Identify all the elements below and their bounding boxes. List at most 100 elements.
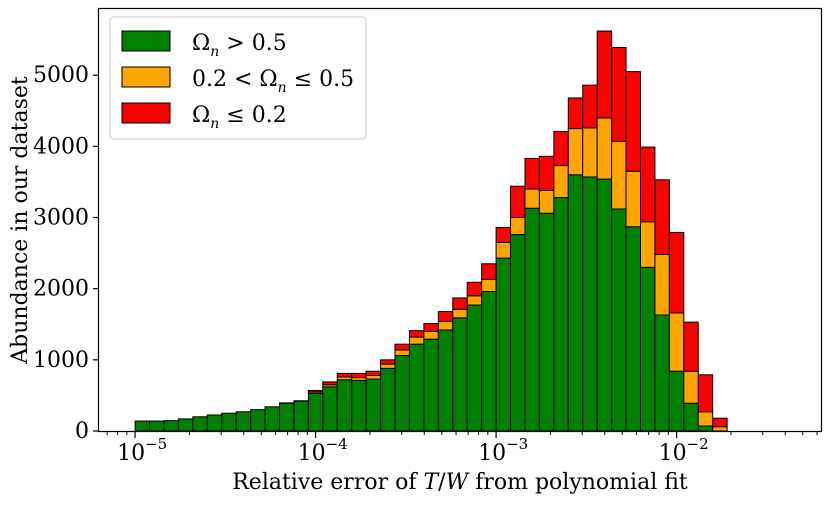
legend: Ωn > 0.5 0.2 < Ωn ≤ 0.5 Ωn ≤ 0.2 xyxy=(110,17,366,139)
bar-s1-bin39 xyxy=(698,412,712,426)
bar-s1-bin19 xyxy=(409,337,423,344)
x-tick-exponent-2: −3 xyxy=(506,435,528,453)
bar-s0-bin23 xyxy=(467,305,481,431)
legend-swatch-1 xyxy=(122,67,170,87)
bar-s0-bin36 xyxy=(655,315,669,431)
bar-s2-bin19 xyxy=(409,331,423,337)
legend-label-0: Ωn > 0.5 xyxy=(192,31,287,60)
legend-label-1: 0.2 < Ωn ≤ 0.5 xyxy=(192,67,354,96)
bar-s0-bin8 xyxy=(251,410,265,431)
bar-s1-bin22 xyxy=(453,309,467,318)
x-tick-label-0: 10 xyxy=(117,441,145,466)
bar-s0-bin25 xyxy=(496,258,510,431)
bar-s1-bin37 xyxy=(669,313,683,371)
bar-s1-bin18 xyxy=(395,350,409,356)
bar-s0-bin22 xyxy=(453,318,467,431)
bar-s1-bin29 xyxy=(554,166,568,198)
y-tick-label-5: 5000 xyxy=(33,63,89,88)
bar-s2-bin15 xyxy=(352,373,366,377)
bar-s0-bin39 xyxy=(698,426,712,431)
bar-s0-bin12 xyxy=(308,393,322,431)
bar-s0-bin2 xyxy=(164,421,178,431)
bar-s1-bin38 xyxy=(684,371,698,403)
bar-s2-bin37 xyxy=(669,232,683,312)
bar-s2-bin39 xyxy=(698,375,712,412)
x-tick-exponent-1: −4 xyxy=(326,435,348,453)
bar-s0-bin9 xyxy=(265,407,279,431)
y-tick-label-1: 1000 xyxy=(33,348,89,373)
bar-s2-bin18 xyxy=(395,344,409,350)
y-tick-label-4: 4000 xyxy=(33,134,89,159)
legend-swatch-2 xyxy=(122,103,170,123)
bar-s0-bin14 xyxy=(337,380,351,431)
bar-s0-bin28 xyxy=(539,213,553,431)
bar-s2-bin24 xyxy=(482,264,496,280)
bar-s2-bin40 xyxy=(713,418,727,427)
bar-s0-bin32 xyxy=(597,179,611,431)
bar-s1-bin26 xyxy=(511,218,525,235)
bar-s0-bin30 xyxy=(568,175,582,431)
bar-s1-bin25 xyxy=(496,242,510,258)
bar-s2-bin25 xyxy=(496,227,510,242)
bar-s2-bin13 xyxy=(323,382,337,385)
bar-s0-bin21 xyxy=(438,330,452,431)
y-tick-label-0: 0 xyxy=(75,419,89,444)
bar-s0-bin1 xyxy=(150,421,164,431)
bar-s0-bin15 xyxy=(352,380,366,431)
x-tick-label-2: 10 xyxy=(478,441,506,466)
bar-s0-bin11 xyxy=(294,401,308,431)
bar-s2-bin28 xyxy=(539,156,553,190)
bar-s1-bin21 xyxy=(438,321,452,330)
x-tick-exponent-0: −5 xyxy=(145,435,167,453)
bar-s0-bin38 xyxy=(684,403,698,431)
bar-s0-bin17 xyxy=(381,368,395,431)
bar-s2-bin31 xyxy=(583,85,597,128)
bar-s1-bin31 xyxy=(583,128,597,177)
bar-s0-bin26 xyxy=(511,235,525,431)
bar-s0-bin0 xyxy=(135,421,149,431)
bar-s0-bin5 xyxy=(207,415,221,431)
bar-s1-bin24 xyxy=(482,279,496,291)
bar-s1-bin32 xyxy=(597,118,611,179)
bar-s2-bin16 xyxy=(366,371,380,375)
bar-s0-bin33 xyxy=(612,209,626,431)
bar-s1-bin16 xyxy=(366,375,380,379)
bar-s0-bin20 xyxy=(424,339,438,431)
bar-s1-bin23 xyxy=(467,296,481,305)
bar-s1-bin27 xyxy=(525,189,539,208)
bar-s2-bin33 xyxy=(612,47,626,141)
bar-s0-bin29 xyxy=(554,198,568,431)
bar-s2-bin26 xyxy=(511,186,525,217)
bar-s0-bin13 xyxy=(323,387,337,431)
bar-s2-bin22 xyxy=(453,298,467,309)
bar-s0-bin4 xyxy=(193,417,207,431)
bar-s1-bin36 xyxy=(655,255,669,315)
x-tick-exponent-3: −2 xyxy=(687,435,709,453)
bar-s2-bin12 xyxy=(308,390,322,391)
y-axis-label: Abundance in our dataset xyxy=(8,76,33,365)
bar-s2-bin23 xyxy=(467,282,481,296)
bar-s0-bin35 xyxy=(640,267,654,431)
y-tick-label-3: 3000 xyxy=(33,206,89,231)
bar-s0-bin6 xyxy=(222,413,236,431)
bar-s2-bin17 xyxy=(381,360,395,364)
bar-s1-bin28 xyxy=(539,190,553,213)
bar-s2-bin36 xyxy=(655,180,669,255)
y-tick-label-2: 2000 xyxy=(33,277,89,302)
legend-swatch-0 xyxy=(122,31,170,51)
bar-s1-bin35 xyxy=(640,222,654,268)
bar-s0-bin19 xyxy=(409,344,423,431)
bar-s1-bin20 xyxy=(424,331,438,339)
legend-label-2: Ωn ≤ 0.2 xyxy=(192,103,287,132)
bar-s0-bin24 xyxy=(482,292,496,431)
bar-s1-bin33 xyxy=(612,141,626,209)
bar-s2-bin29 xyxy=(554,131,568,165)
bar-s2-bin14 xyxy=(337,373,351,377)
bar-s1-bin17 xyxy=(381,364,395,368)
x-tick-label-1: 10 xyxy=(298,441,326,466)
bar-s0-bin34 xyxy=(626,227,640,431)
bar-s2-bin32 xyxy=(597,31,611,118)
bar-s2-bin38 xyxy=(684,322,698,371)
bar-s0-bin16 xyxy=(366,379,380,431)
